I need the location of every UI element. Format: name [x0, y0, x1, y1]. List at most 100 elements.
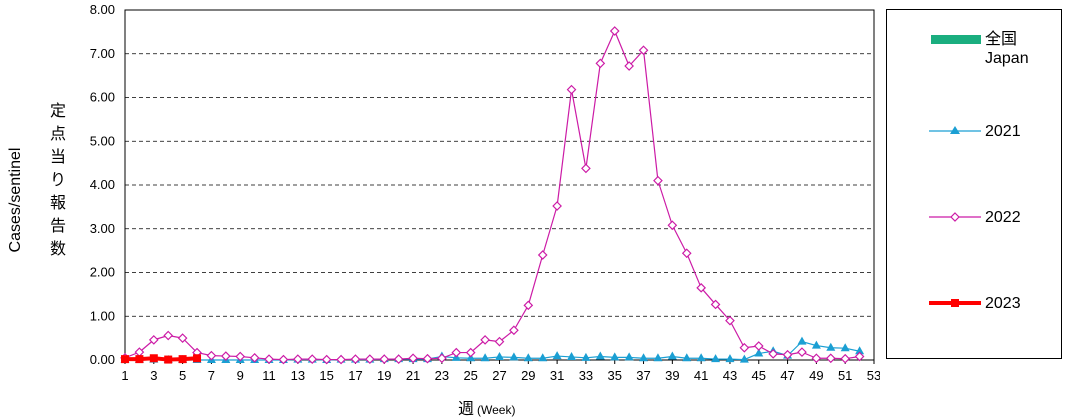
data-point: [523, 300, 534, 311]
data-point: [321, 354, 332, 365]
data-point: [278, 354, 289, 365]
data-point: [624, 61, 634, 71]
data-point: [567, 351, 577, 360]
data-point: [711, 354, 721, 363]
data-point: [825, 353, 836, 364]
data-point: [552, 351, 562, 360]
data-point: [379, 354, 390, 364]
data-point: [193, 354, 202, 363]
data-point: [538, 353, 548, 362]
legend-item-2023: 2023: [887, 293, 1063, 337]
data-point: [638, 45, 649, 56]
data-point: [667, 351, 677, 360]
data-point: [609, 26, 620, 36]
data-point: [595, 58, 606, 69]
x-tick-label: 37: [636, 368, 650, 383]
data-point: [235, 351, 246, 362]
data-point: [509, 325, 519, 336]
x-tick-label: 45: [752, 368, 766, 383]
x-tick-label: 27: [492, 368, 506, 383]
data-point: [581, 163, 591, 174]
x-tick-label: 53: [867, 368, 880, 383]
series-2023: [121, 354, 202, 364]
data-point: [135, 355, 144, 364]
data-point: [581, 352, 591, 361]
x-tick-label: 31: [550, 368, 564, 383]
legend-item-japan: 全国 Japan: [887, 30, 1063, 74]
data-point: [437, 353, 447, 364]
data-point: [365, 354, 375, 364]
data-point: [350, 354, 361, 364]
y-tick-label: 2.00: [90, 265, 115, 280]
data-point: [523, 353, 533, 362]
data-point: [206, 350, 217, 361]
legend-label-2023: 2023: [985, 295, 1021, 312]
data-point: [552, 201, 562, 211]
x-tick-label: 49: [809, 368, 823, 383]
legend: 全国 Japan 2021 2022 2023: [886, 9, 1062, 359]
x-tick-label: 43: [723, 368, 737, 383]
y-tick-label: 8.00: [90, 2, 115, 17]
data-point: [754, 348, 764, 357]
series-layer: [120, 26, 865, 365]
gridlines: [125, 53, 874, 317]
x-axis-ticks: 1 3 5 7 9 11 13 15 17 19 21 23 25 27 29 31 33 35 37 39 41 43 4…: [121, 360, 880, 383]
data-point: [797, 347, 807, 357]
x-axis-label-en: (Week): [477, 403, 516, 417]
y-axis-label-ja: 定点当り報告数: [49, 103, 66, 258]
series-2022: [120, 26, 865, 365]
data-point: [465, 347, 476, 358]
data-point: [148, 335, 159, 345]
legend-label-2022: 2022: [985, 209, 1021, 226]
x-tick-label: 29: [521, 368, 535, 383]
series-line-2022: [124, 30, 860, 361]
data-point: [494, 336, 505, 347]
x-tick-label: 41: [694, 368, 708, 383]
x-tick-label: 33: [579, 368, 593, 383]
data-point: [667, 220, 678, 231]
x-tick-label: 13: [291, 368, 305, 383]
data-point: [292, 354, 303, 364]
data-point: [768, 349, 779, 359]
data-point: [840, 343, 850, 352]
x-tick-label: 9: [237, 368, 244, 383]
data-point: [220, 351, 231, 361]
data-point: [725, 315, 735, 326]
legend-label-ja: 全国: [985, 31, 1018, 48]
data-point: [653, 175, 663, 186]
x-tick-label: 39: [665, 368, 679, 383]
series-line-2021: [125, 341, 860, 361]
data-point: [537, 250, 548, 260]
legend-swatch-2023: [929, 299, 981, 307]
x-tick-label: 15: [319, 368, 333, 383]
x-axis-label: 週 (Week): [458, 395, 515, 419]
legend-swatch-japan: [931, 35, 981, 44]
y-tick-label: 6.00: [90, 90, 115, 105]
data-point: [681, 248, 692, 259]
data-point: [854, 351, 865, 362]
y-tick-label: 0.00: [90, 352, 115, 367]
data-point: [249, 352, 260, 363]
data-point: [725, 354, 735, 363]
x-tick-label: 23: [435, 368, 449, 383]
data-point: [495, 351, 504, 360]
x-tick-label: 3: [150, 368, 157, 383]
data-point: [696, 282, 707, 293]
y-tick-label: 1.00: [90, 308, 115, 323]
data-point: [177, 333, 188, 343]
legend-label-en: Japan: [985, 50, 1029, 67]
data-point: [451, 347, 462, 358]
x-tick-label: 5: [179, 368, 186, 383]
data-point: [264, 354, 274, 364]
legend-swatch-2021: [929, 126, 981, 134]
x-tick-label: 47: [780, 368, 794, 383]
x-tick-label: 51: [838, 368, 852, 383]
y-tick-label: 7.00: [90, 46, 115, 61]
data-point: [710, 299, 721, 310]
data-point: [811, 353, 822, 364]
data-point: [149, 354, 158, 363]
x-axis-label-ja: 週: [458, 401, 475, 418]
data-point: [639, 353, 649, 362]
data-point: [610, 352, 620, 361]
